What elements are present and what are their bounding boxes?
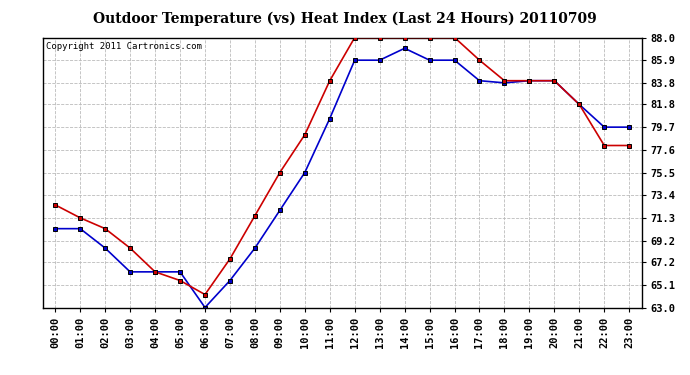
Text: Copyright 2011 Cartronics.com: Copyright 2011 Cartronics.com <box>46 42 201 51</box>
Text: Outdoor Temperature (vs) Heat Index (Last 24 Hours) 20110709: Outdoor Temperature (vs) Heat Index (Las… <box>93 11 597 26</box>
